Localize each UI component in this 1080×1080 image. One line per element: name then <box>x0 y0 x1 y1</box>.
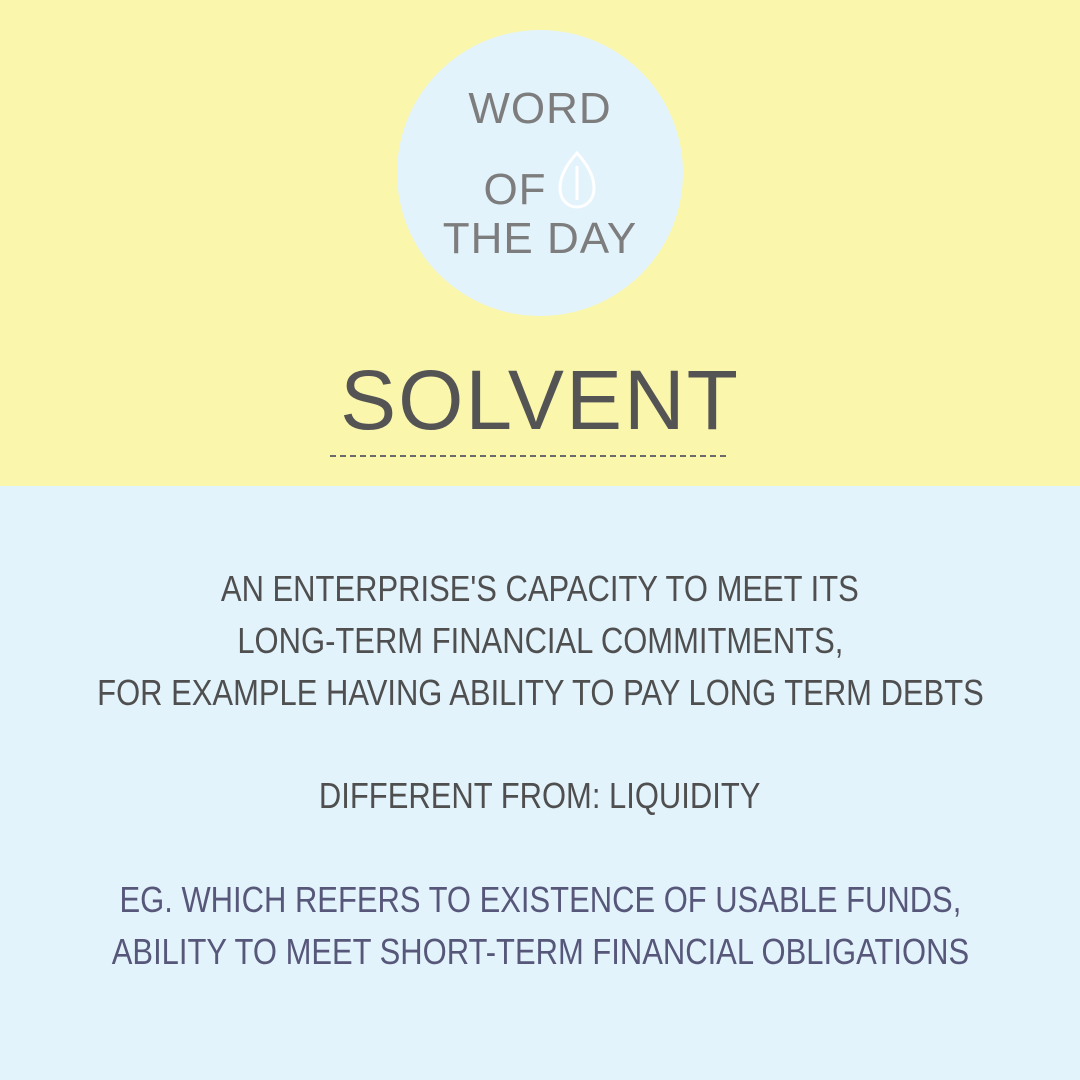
example-line-1: EG. WHICH REFERS TO EXISTENCE OF USABLE … <box>119 879 961 920</box>
definition-line-3: FOR EXAMPLE HAVING ABILITY TO PAY LONG T… <box>96 672 984 713</box>
definition-text: AN ENTERPRISE'S CAPACITY TO MEET ITS LON… <box>0 563 1080 719</box>
definition-line-1: AN ENTERPRISE'S CAPACITY TO MEET ITS <box>221 568 859 609</box>
badge-line-of: OF <box>397 150 683 221</box>
badge-line-of-text: OF <box>483 165 547 214</box>
example-text: EG. WHICH REFERS TO EXISTENCE OF USABLE … <box>0 874 1080 978</box>
bottom-panel <box>0 486 1080 1080</box>
badge-line-the-day: THE DAY <box>442 214 638 263</box>
definition-line-2: LONG-TERM FINANCIAL COMMITMENTS, <box>236 620 844 661</box>
different-from-text: DIFFERENT FROM: LIQUIDITY <box>0 770 1080 822</box>
badge-line-word: WORD <box>468 84 612 133</box>
word-title: SOLVENT <box>340 353 740 447</box>
word-of-the-day-badge: WORD OF THE DAY <box>397 30 683 316</box>
example-line-2: ABILITY TO MEET SHORT-TERM FINANCIAL OBL… <box>111 931 969 972</box>
dashed-divider <box>330 455 726 457</box>
leaf-icon <box>557 150 597 221</box>
different-from-label: DIFFERENT FROM: LIQUIDITY <box>319 775 761 816</box>
